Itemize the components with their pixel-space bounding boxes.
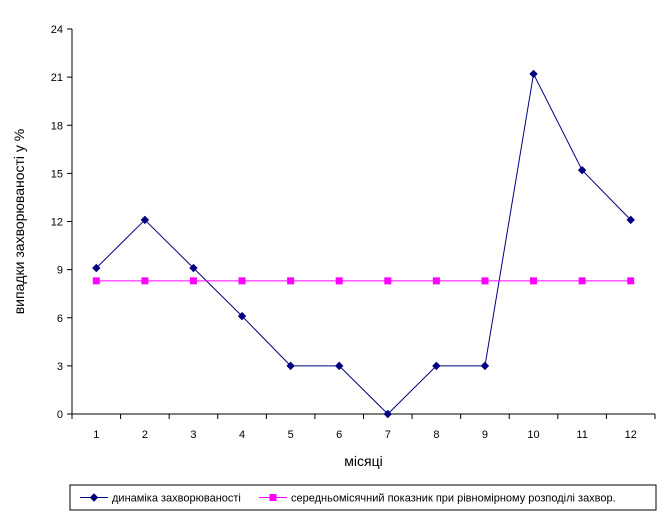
x-axis-title: місяці: [344, 453, 382, 469]
data-point: [335, 277, 343, 285]
data-point: [480, 361, 490, 371]
y-tick-label: 15: [51, 168, 63, 180]
data-point: [189, 263, 198, 273]
data-point: [89, 493, 99, 502]
data-point: [577, 165, 587, 175]
x-tick-label: 2: [142, 429, 148, 441]
data-point: [529, 69, 538, 79]
data-point: [383, 409, 392, 419]
y-tick-label: 9: [57, 265, 63, 277]
data-point: [626, 215, 635, 225]
data-point: [92, 263, 101, 273]
y-axis-title: випадки захворюваності у %: [11, 129, 27, 315]
y-axis-ticks: 0 3 6 9 12 15 18 21 24: [51, 24, 72, 421]
data-point: [627, 277, 635, 285]
series-line: [95, 72, 632, 415]
data-point: [530, 277, 538, 285]
legend-box: [69, 484, 657, 511]
legend-label: динаміка захворюваності: [112, 493, 241, 505]
series-2: [92, 277, 635, 285]
x-tick-label: 10: [527, 429, 539, 441]
x-tick-label: 9: [482, 429, 488, 441]
legend-item: середньомісячний показник при рівномірно…: [259, 493, 616, 505]
x-axis-ticks: 1 2 3 4 5 6 7 8 9 10 11 12: [71, 414, 656, 441]
data-point: [481, 277, 489, 285]
data-point: [287, 277, 295, 285]
x-tick-label: 11: [576, 429, 587, 441]
x-tick-label: 4: [239, 429, 245, 441]
x-tick-label: 8: [433, 429, 439, 441]
data-point: [286, 361, 295, 371]
legend-item: динаміка захворюваності: [80, 493, 241, 505]
series-layer: [92, 69, 635, 419]
axes: [71, 29, 655, 415]
y-tick-label: 6: [57, 313, 63, 325]
data-point: [237, 311, 247, 321]
x-tick-label: 7: [385, 429, 391, 441]
data-point: [140, 215, 150, 225]
y-tick-label: 24: [51, 24, 63, 36]
data-point: [92, 277, 100, 285]
data-point: [238, 277, 246, 285]
y-tick-label: 21: [51, 72, 63, 84]
data-point: [335, 361, 344, 371]
y-tick-label: 18: [51, 120, 63, 132]
x-tick-label: 12: [625, 429, 637, 441]
x-tick-label: 1: [93, 429, 99, 441]
x-tick-label: 5: [288, 429, 294, 441]
data-point: [189, 277, 197, 285]
x-tick-label: 3: [190, 429, 196, 441]
data-point: [432, 277, 440, 285]
data-point: [141, 277, 149, 285]
legend: динаміка захворюваності середньомісячний …: [69, 484, 657, 511]
x-tick-label: 6: [336, 429, 342, 441]
data-point: [384, 277, 392, 285]
data-point: [269, 494, 277, 501]
y-tick-label: 3: [57, 361, 63, 373]
data-point: [578, 277, 586, 285]
data-point: [432, 361, 441, 371]
legend-label: середньомісячний показник при рівномірно…: [291, 493, 616, 505]
series-1: [92, 69, 635, 419]
y-tick-label: 12: [51, 217, 63, 229]
y-tick-label: 0: [57, 409, 63, 421]
